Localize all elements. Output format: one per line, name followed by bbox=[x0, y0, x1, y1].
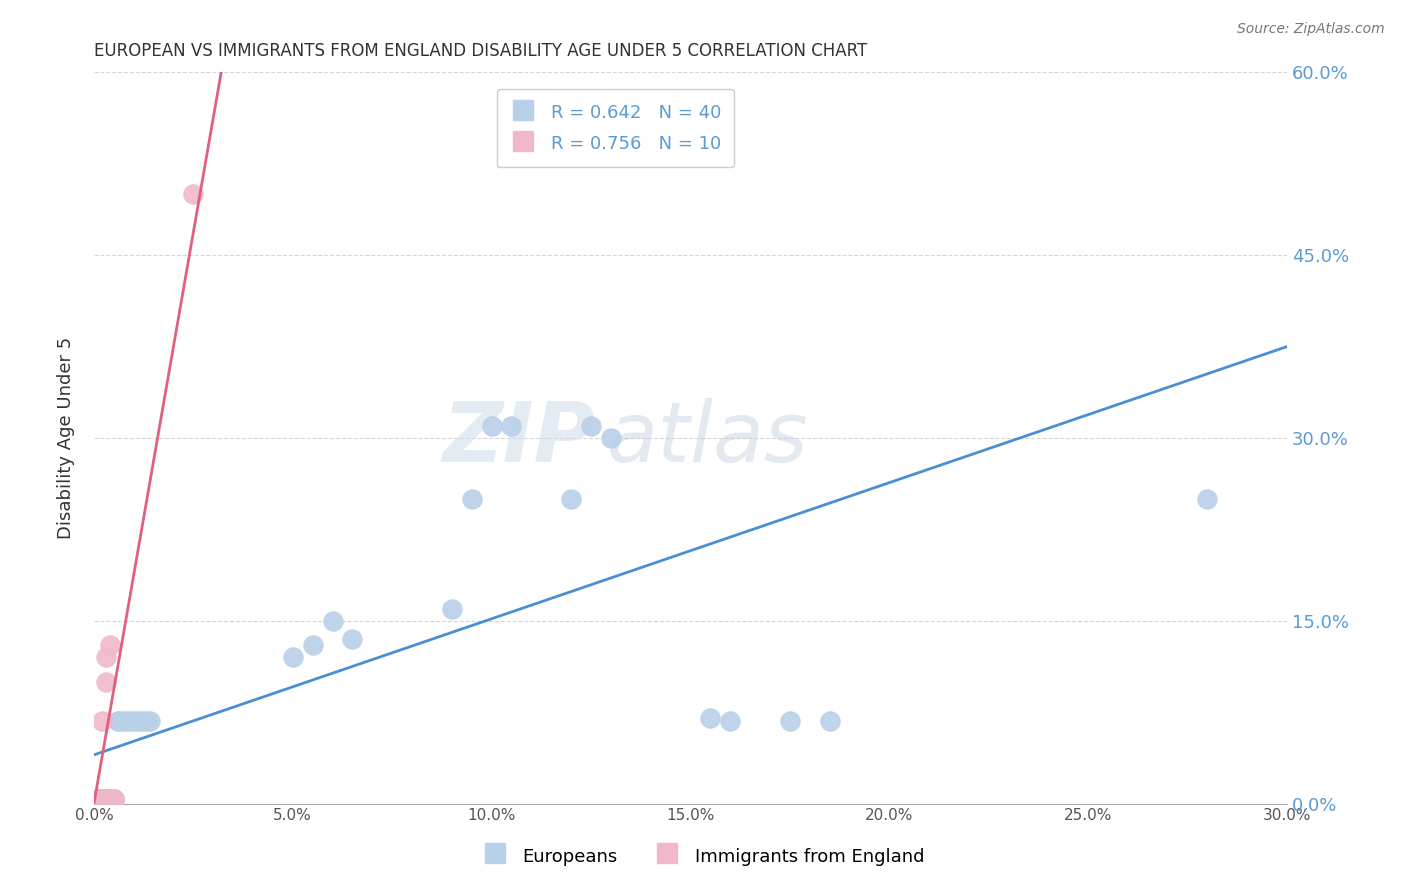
Point bbox=[560, 491, 582, 506]
Point bbox=[599, 431, 621, 445]
Text: atlas: atlas bbox=[607, 398, 808, 478]
Point bbox=[1197, 491, 1219, 506]
Legend: R = 0.642   N = 40, R = 0.756   N = 10: R = 0.642 N = 40, R = 0.756 N = 10 bbox=[496, 89, 734, 167]
Point bbox=[111, 714, 134, 728]
Point bbox=[131, 714, 153, 728]
Point bbox=[90, 714, 112, 728]
Point bbox=[122, 714, 145, 728]
Point bbox=[87, 791, 110, 805]
Point bbox=[818, 714, 841, 728]
Point bbox=[103, 791, 125, 805]
Point bbox=[135, 714, 157, 728]
Point bbox=[87, 791, 110, 805]
Point bbox=[98, 791, 121, 805]
Legend: Europeans, Immigrants from England: Europeans, Immigrants from England bbox=[474, 838, 932, 874]
Point bbox=[481, 418, 503, 433]
Point bbox=[114, 714, 136, 728]
Point bbox=[103, 791, 125, 805]
Point bbox=[87, 791, 110, 805]
Point bbox=[460, 491, 482, 506]
Point bbox=[118, 714, 141, 728]
Point bbox=[107, 714, 129, 728]
Point bbox=[183, 187, 205, 202]
Point bbox=[98, 638, 121, 652]
Point bbox=[87, 791, 110, 805]
Point bbox=[281, 650, 304, 665]
Point bbox=[94, 674, 117, 689]
Point bbox=[94, 791, 117, 805]
Point bbox=[90, 791, 112, 805]
Point bbox=[103, 791, 125, 805]
Point bbox=[718, 714, 741, 728]
Point bbox=[90, 791, 112, 805]
Point bbox=[579, 418, 602, 433]
Point bbox=[127, 714, 149, 728]
Point bbox=[107, 714, 129, 728]
Point bbox=[342, 632, 364, 646]
Text: Source: ZipAtlas.com: Source: ZipAtlas.com bbox=[1237, 22, 1385, 37]
Y-axis label: Disability Age Under 5: Disability Age Under 5 bbox=[58, 337, 75, 539]
Point bbox=[501, 418, 523, 433]
Text: EUROPEAN VS IMMIGRANTS FROM ENGLAND DISABILITY AGE UNDER 5 CORRELATION CHART: EUROPEAN VS IMMIGRANTS FROM ENGLAND DISA… bbox=[94, 42, 868, 60]
Point bbox=[321, 614, 343, 628]
Point bbox=[301, 638, 323, 652]
Point bbox=[90, 791, 112, 805]
Point bbox=[94, 791, 117, 805]
Point bbox=[94, 650, 117, 665]
Point bbox=[98, 791, 121, 805]
Point bbox=[103, 791, 125, 805]
Text: ZIP: ZIP bbox=[443, 398, 595, 478]
Point bbox=[98, 791, 121, 805]
Point bbox=[440, 601, 463, 615]
Point bbox=[138, 714, 160, 728]
Point bbox=[87, 791, 110, 805]
Point bbox=[94, 791, 117, 805]
Point bbox=[90, 791, 112, 805]
Point bbox=[779, 714, 801, 728]
Point bbox=[699, 711, 721, 725]
